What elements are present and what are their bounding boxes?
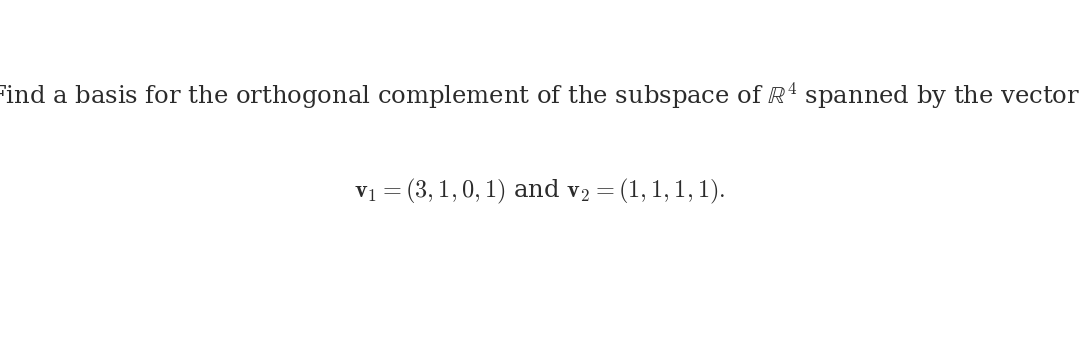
Text: Find a basis for the orthogonal complement of the subspace of $\mathbb{R}^4$ spa: Find a basis for the orthogonal compleme… (0, 81, 1080, 111)
Text: $\mathbf{v}_1 = (3, 1, 0, 1)$ and $\mathbf{v}_2 = (1, 1, 1, 1).$: $\mathbf{v}_1 = (3, 1, 0, 1)$ and $\math… (354, 177, 726, 206)
